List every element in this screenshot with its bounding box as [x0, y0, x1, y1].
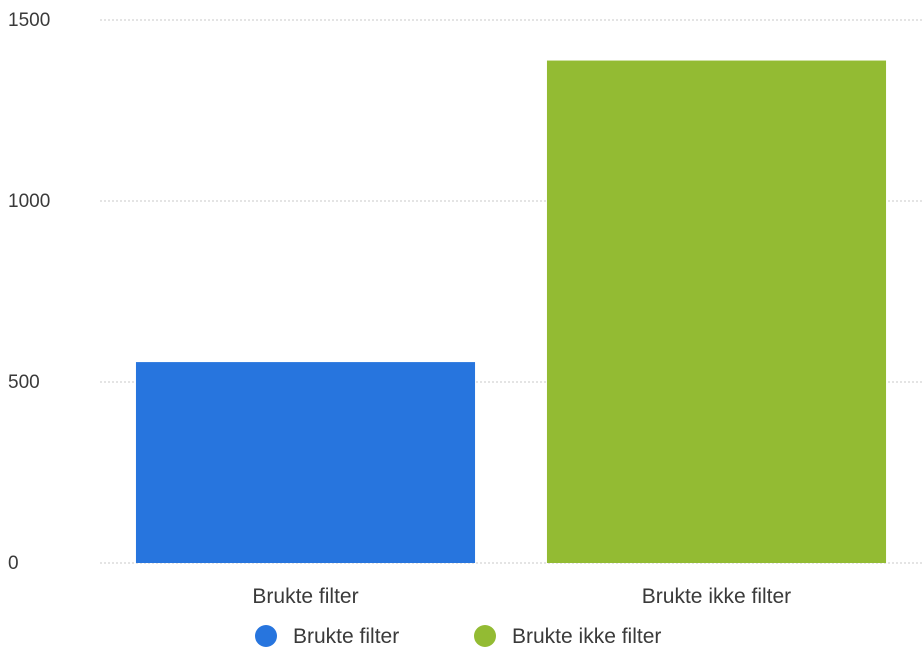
bar-brukte-ikke-filter[interactable] — [546, 60, 887, 563]
bars — [135, 60, 887, 563]
legend: Brukte filter Brukte ikke filter — [255, 625, 661, 648]
legend-label: Brukte filter — [293, 625, 399, 648]
y-axis-ticks: 0 500 1000 1500 — [8, 10, 50, 574]
y-tick-label: 1500 — [8, 10, 50, 31]
y-tick-label: 0 — [8, 553, 19, 574]
legend-item-brukte-filter[interactable]: Brukte filter — [255, 625, 399, 648]
x-tick-label: Brukte filter — [252, 585, 358, 608]
legend-item-brukte-ikke-filter[interactable]: Brukte ikke filter — [474, 625, 661, 648]
legend-label: Brukte ikke filter — [512, 625, 661, 648]
legend-swatch — [255, 625, 277, 647]
x-tick-label: Brukte ikke filter — [642, 585, 791, 608]
y-tick-label: 500 — [8, 372, 40, 393]
x-axis-ticks: Brukte filter Brukte ikke filter — [252, 585, 791, 608]
bar-brukte-filter[interactable] — [135, 362, 476, 563]
legend-swatch — [474, 625, 496, 647]
y-tick-label: 1000 — [8, 191, 50, 212]
